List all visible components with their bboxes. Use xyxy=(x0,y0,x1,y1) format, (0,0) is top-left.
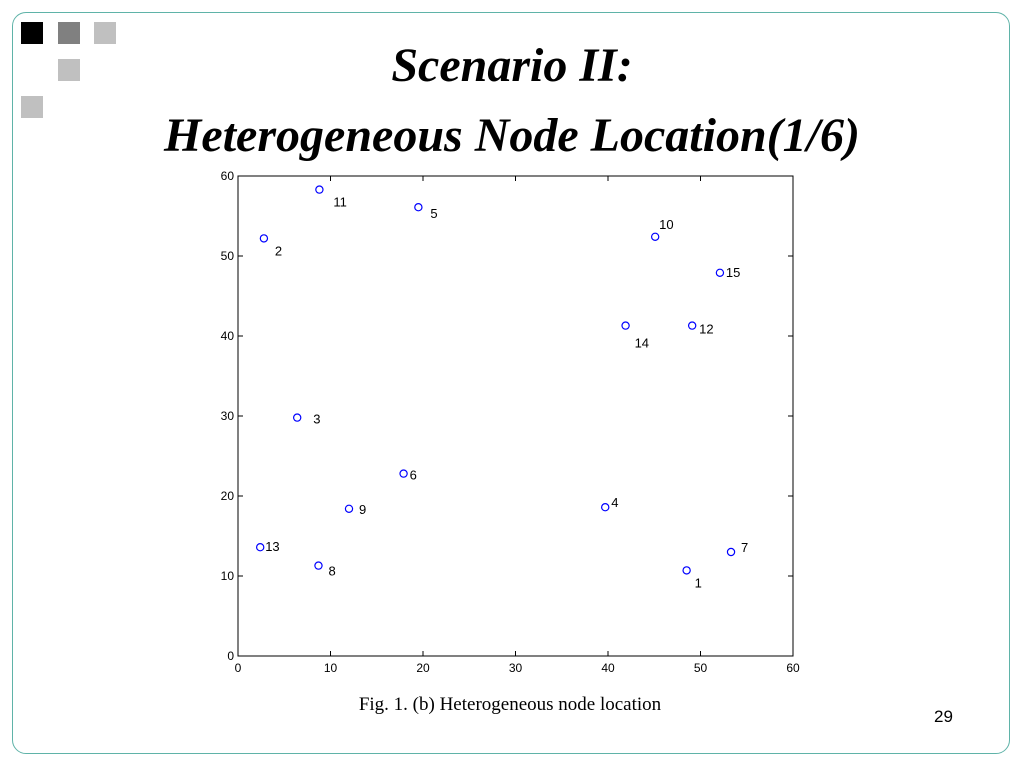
y-tick-label: 40 xyxy=(221,329,235,343)
data-label-10: 10 xyxy=(659,217,673,232)
page-number: 29 xyxy=(934,707,953,726)
y-tick-label: 20 xyxy=(221,489,235,503)
data-label-9: 9 xyxy=(359,502,366,517)
data-point-13 xyxy=(256,543,265,552)
data-point-1 xyxy=(682,566,691,575)
x-tick-label: 50 xyxy=(694,661,708,675)
data-label-1: 1 xyxy=(695,575,702,590)
x-tick-label: 0 xyxy=(235,661,242,675)
decor-square-black xyxy=(21,22,43,44)
y-tick-label: 60 xyxy=(221,169,235,183)
data-point-15 xyxy=(715,268,725,278)
scatter-chart: 0 10 20 30 40 50 60010203040506012345678910111… xyxy=(221,169,800,675)
y-tick-label: 30 xyxy=(221,409,235,423)
data-point-14 xyxy=(621,321,630,330)
slide-frame xyxy=(12,12,1010,754)
data-label-11: 11 xyxy=(333,195,347,210)
x-tick-label: 40 xyxy=(601,661,615,675)
x-tick-label: 20 xyxy=(416,661,430,675)
data-label-15: 15 xyxy=(726,265,740,280)
slide-title-line1: Scenario II: xyxy=(391,39,633,92)
y-tick-label: 0 xyxy=(227,649,234,663)
data-point-3 xyxy=(292,413,302,422)
data-label-7: 7 xyxy=(741,540,748,555)
data-point-4 xyxy=(601,503,610,512)
data-point-12 xyxy=(687,321,697,330)
data-point-10 xyxy=(650,232,660,242)
data-label-12: 12 xyxy=(699,322,713,337)
x-tick-label: 60 xyxy=(786,661,800,675)
data-label-2: 2 xyxy=(275,243,282,258)
data-point-11 xyxy=(315,185,324,194)
decor-square-dark-gray xyxy=(58,22,80,44)
plot-area xyxy=(237,175,794,657)
decor-square-light-gray xyxy=(21,96,43,118)
x-tick-label: 30 xyxy=(509,661,523,675)
data-label-6: 6 xyxy=(410,468,417,483)
data-point-8 xyxy=(314,561,323,570)
data-point-6 xyxy=(399,469,408,478)
y-tick-label: 50 xyxy=(221,249,235,263)
data-label-14: 14 xyxy=(635,336,649,351)
data-label-8: 8 xyxy=(328,564,335,579)
data-label-5: 5 xyxy=(430,206,437,221)
data-point-9 xyxy=(344,504,354,513)
x-tick-label: 10 xyxy=(324,661,338,675)
decor-square-light-gray xyxy=(94,22,116,44)
data-label-3: 3 xyxy=(313,412,320,427)
decor-square-light-gray xyxy=(58,59,80,81)
slide-title-line2: Heterogeneous Node Location(1/6) xyxy=(164,109,860,162)
figure-caption: Fig. 1. (b) Heterogeneous node location xyxy=(358,694,662,715)
data-point-2 xyxy=(259,234,269,243)
data-point-7 xyxy=(726,547,736,557)
data-point-5 xyxy=(414,203,423,212)
data-label-13: 13 xyxy=(265,539,279,554)
y-tick-label: 10 xyxy=(221,569,235,583)
data-label-4: 4 xyxy=(611,495,618,510)
